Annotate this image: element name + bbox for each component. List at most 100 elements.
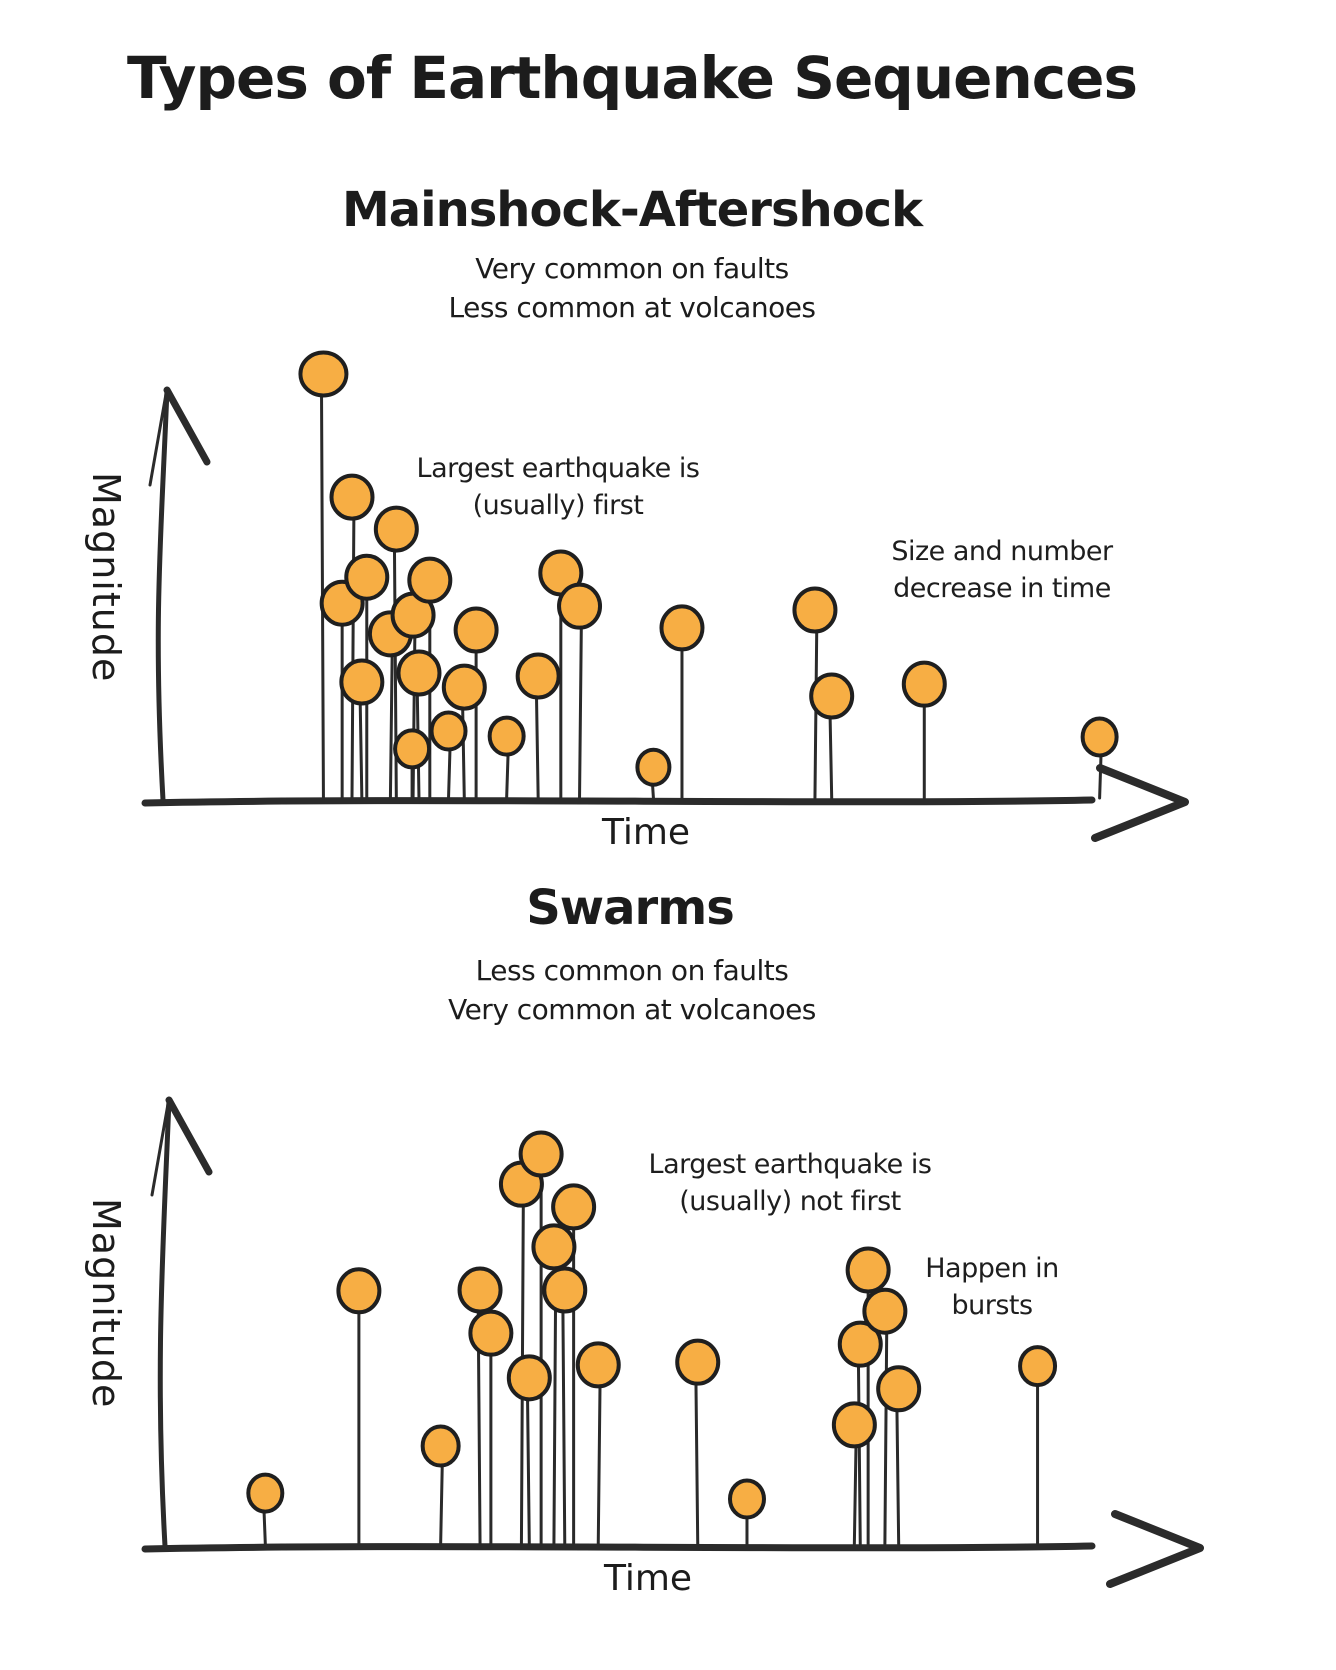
lollipop-stem <box>415 671 421 800</box>
annotation-line: (usually) first <box>472 490 644 521</box>
lollipop-marker <box>531 1223 577 1271</box>
lollipop-stem <box>813 608 819 800</box>
lollipop-stem <box>578 604 584 800</box>
lollipop-marker <box>845 1246 891 1294</box>
lollipop-stem <box>649 765 655 800</box>
lollipop-stem <box>596 1363 602 1546</box>
lollipop-stem <box>852 1423 858 1546</box>
lollipop-marker <box>675 1338 721 1386</box>
lollipop-marker <box>1080 716 1119 758</box>
lollipop-stem <box>828 694 834 800</box>
lollipop-marker <box>367 610 413 658</box>
page-title: Types of Earthquake Sequences <box>127 44 1138 112</box>
lollipop-marker <box>457 1266 503 1314</box>
lollipop-stem <box>534 674 540 800</box>
lollipop-stem <box>411 613 417 800</box>
lollipop-marker <box>453 606 499 654</box>
lollipop-marker <box>727 1478 766 1520</box>
lollipop-stem <box>856 1342 862 1546</box>
lollipop-marker <box>298 350 349 398</box>
lollipop-marker <box>319 579 365 627</box>
lollipop-stem <box>883 1309 889 1546</box>
lollipop-stem <box>561 1288 567 1546</box>
chart1-y-axis-label: Magnitude <box>84 472 128 683</box>
annotation-line: Size and number <box>891 536 1113 567</box>
lollipop-marker <box>635 747 672 787</box>
lollipop-stem <box>319 372 325 800</box>
y-axis-arrow-icon <box>150 1102 170 1197</box>
chart1-title: Mainshock-Aftershock <box>341 182 923 238</box>
annotation-line: (usually) not first <box>679 1186 901 1217</box>
annotation-line: Largest earthquake is <box>648 1149 932 1180</box>
lollipop-stem <box>694 1360 700 1546</box>
x-axis-arrow-icon <box>1091 764 1189 842</box>
lollipop-stem <box>1098 735 1104 800</box>
lollipop-marker <box>809 672 855 720</box>
lollipop-marker <box>339 658 385 706</box>
lollipop-stem <box>261 1491 267 1546</box>
lollipop-marker <box>659 604 705 652</box>
lollipop-stem <box>447 729 453 800</box>
lollipop-stem <box>358 680 364 800</box>
chart2-subtitle-line2: Very common at volcanoes <box>448 993 816 1026</box>
x-axis <box>141 796 1096 807</box>
lollipop-marker <box>407 556 453 604</box>
annotation-line: bursts <box>951 1290 1033 1321</box>
chart1-subtitle-line1: Very common on faults <box>475 252 789 285</box>
lollipop-marker <box>336 1267 382 1315</box>
annotation-line: Largest earthquake is <box>416 453 700 484</box>
chart1-annotation-largest-first: Largest earthquake is (usually) first <box>417 450 700 524</box>
lollipop-stem <box>476 1288 482 1546</box>
lollipop-marker <box>542 1266 588 1314</box>
lollipop-marker <box>390 591 436 639</box>
lollipop-marker <box>468 1309 514 1357</box>
chart2-y-axis-label: Magnitude <box>84 1198 128 1409</box>
lollipop-stem <box>392 527 398 800</box>
lollipop-marker <box>792 586 838 634</box>
chart2-title: Swarms <box>526 880 735 936</box>
x-axis-arrow-icon <box>1106 1510 1204 1588</box>
lollipop-marker <box>831 1401 877 1449</box>
lollipop-marker <box>441 663 487 711</box>
lollipop-marker <box>498 1160 544 1208</box>
lollipop-marker <box>396 649 442 697</box>
chart1-subtitle-line2: Less common at volcanoes <box>448 291 816 324</box>
lollipop-marker <box>246 1472 285 1514</box>
lollipop-marker <box>518 1130 564 1178</box>
lollipop-stem <box>895 1387 901 1546</box>
lollipop-stem <box>460 685 466 800</box>
lollipop-stem <box>552 1245 558 1546</box>
lollipop-marker <box>837 1320 883 1368</box>
lollipop-marker <box>862 1287 908 1335</box>
y-axis <box>155 387 170 803</box>
lollipop-stem <box>525 1376 531 1546</box>
lollipop-stem <box>519 1182 525 1546</box>
y-axis-arrow-icon <box>163 386 211 466</box>
lollipop-marker <box>344 553 390 601</box>
y-axis-arrow-icon <box>148 392 168 487</box>
annotation-line: decrease in time <box>893 573 1111 604</box>
y-axis <box>157 1097 172 1549</box>
lollipop-marker <box>393 728 432 770</box>
chart2-annotation-bursts: Happen in bursts <box>925 1250 1059 1324</box>
lollipop-marker <box>901 660 947 708</box>
lollipop-stem <box>388 632 394 800</box>
lollipop-marker <box>420 1424 461 1468</box>
lollipop-marker <box>329 473 375 521</box>
lollipop-marker <box>876 1365 922 1413</box>
annotation-line: Happen in <box>925 1253 1059 1284</box>
lollipop-stem <box>505 734 511 800</box>
lollipop-stem <box>350 495 356 800</box>
chart2-x-axis-label: Time <box>603 1558 693 1599</box>
y-axis-arrow-icon <box>165 1096 213 1176</box>
chart2-subtitle-line1: Less common on faults <box>475 954 789 987</box>
chart1-x-axis-label: Time <box>601 812 691 853</box>
lollipop-marker <box>373 505 419 553</box>
lollipop-marker <box>575 1341 621 1389</box>
lollipop-marker <box>1018 1345 1058 1388</box>
lollipop-marker <box>557 582 603 630</box>
chart1-annotation-size-decrease: Size and number decrease in time <box>891 533 1113 607</box>
lollipop-marker <box>487 715 526 757</box>
chart2-annotation-largest-not-first: Largest earthquake is (usually) not firs… <box>649 1146 932 1220</box>
